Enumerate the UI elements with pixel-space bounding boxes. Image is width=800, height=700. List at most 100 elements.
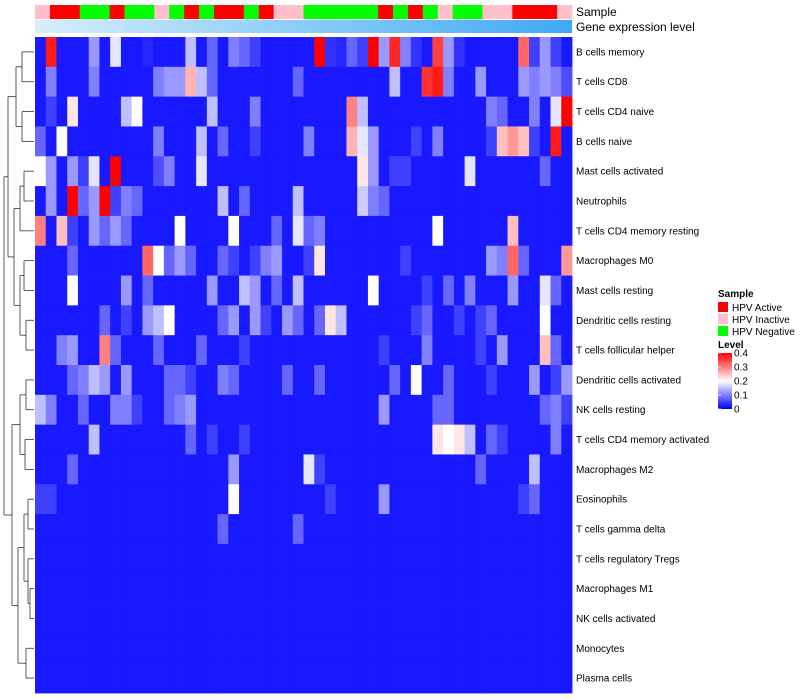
heatmap-cell <box>335 633 347 664</box>
heatmap-cell <box>389 365 401 396</box>
heatmap-cell <box>120 126 133 157</box>
heatmap-cell <box>550 66 562 98</box>
heatmap-cell <box>561 543 573 575</box>
heatmap-cell <box>539 424 551 455</box>
heatmap-cell <box>518 126 530 157</box>
heatmap-cell <box>550 96 562 127</box>
sample-annotation-cell <box>482 5 498 19</box>
heatmap-cell <box>99 365 111 396</box>
heatmap-cell <box>217 663 229 694</box>
heatmap-cell <box>35 66 47 98</box>
heatmap-cell <box>561 365 573 396</box>
heatmap-cell <box>271 365 283 396</box>
heatmap-cell <box>421 573 433 604</box>
heatmap-cell <box>529 126 541 157</box>
heatmap-cell <box>389 543 401 575</box>
heatmap-cell <box>163 215 176 247</box>
heatmap-cell <box>507 365 519 396</box>
heatmap-cell <box>335 424 347 455</box>
heatmap-cell <box>271 573 283 604</box>
heatmap-cell <box>357 37 369 68</box>
heatmap-cell <box>346 663 358 694</box>
heatmap-cell <box>131 215 143 247</box>
heatmap-cell <box>239 365 251 396</box>
heatmap-cell <box>77 514 90 545</box>
heatmap-cell <box>378 365 390 396</box>
heatmap-cell <box>131 186 143 217</box>
heatmap-cell <box>432 37 444 68</box>
heatmap-cell <box>67 186 79 217</box>
heatmap-cell <box>475 663 487 694</box>
heatmap-cell <box>518 394 530 426</box>
heatmap-cell <box>518 66 530 98</box>
heatmap-cell <box>410 186 423 217</box>
heatmap-cell <box>120 186 133 217</box>
heatmap-cell <box>314 573 326 604</box>
heatmap-cell <box>335 394 347 426</box>
heatmap-cell <box>367 454 380 485</box>
heatmap-cell <box>357 186 369 217</box>
heatmap-cell <box>260 365 272 396</box>
heatmap-cell <box>110 484 122 515</box>
heatmap-cell <box>153 275 165 306</box>
heatmap-cell <box>282 335 294 366</box>
heatmap-cell <box>99 424 111 455</box>
heatmap-cell <box>346 126 358 157</box>
sample-annotation-cell <box>512 5 528 19</box>
heatmap-cell <box>110 126 122 157</box>
heatmap-cell <box>271 245 283 276</box>
heatmap-cell <box>550 305 562 336</box>
heatmap-cell <box>163 96 176 127</box>
heatmap-cell <box>400 484 412 515</box>
row-dendrogram <box>3 51 34 679</box>
heatmap-cell <box>303 484 315 515</box>
sample-annotation-cell <box>333 5 349 19</box>
heatmap-cell <box>410 663 423 694</box>
heatmap-cell <box>228 66 240 98</box>
heatmap-cell <box>56 215 68 247</box>
heatmap-cell <box>550 365 562 396</box>
heatmap-cell <box>131 543 143 575</box>
heatmap-cell <box>206 573 218 604</box>
heatmap-cell <box>142 573 154 604</box>
heatmap-cell <box>496 484 508 515</box>
heatmap-cell <box>486 573 498 604</box>
row-label: T cells CD8 <box>576 77 628 88</box>
heatmap-cell <box>292 603 304 634</box>
heatmap-cell <box>324 156 337 187</box>
heatmap-cell <box>217 454 229 485</box>
heatmap-cell <box>303 37 315 68</box>
heatmap-cell <box>45 633 57 664</box>
heatmap-cell <box>153 245 165 276</box>
heatmap-cell <box>539 514 551 545</box>
heatmap-cell <box>120 275 133 306</box>
heatmap-cell <box>475 365 487 396</box>
heatmap-cell <box>239 215 251 247</box>
heatmap-cell <box>153 156 165 187</box>
heatmap-cell <box>206 365 218 396</box>
heatmap-cell <box>249 603 261 634</box>
heatmap-cell <box>314 424 326 455</box>
heatmap-cell <box>282 484 294 515</box>
heatmap-cell <box>475 454 487 485</box>
heatmap-cell <box>357 275 369 306</box>
heatmap-cell <box>239 573 251 604</box>
heatmap-cell <box>443 394 455 426</box>
heatmap-cell <box>367 126 380 157</box>
sample-annotation-cell <box>199 5 215 19</box>
heatmap-cell <box>389 484 401 515</box>
heatmap-cell <box>142 37 154 68</box>
heatmap-cell <box>88 66 100 98</box>
heatmap-cell <box>335 66 347 98</box>
heatmap-cell <box>410 66 423 98</box>
heatmap-cell <box>196 66 208 98</box>
heatmap-cell <box>486 365 498 396</box>
heatmap-cell <box>335 305 347 336</box>
heatmap-cell <box>389 245 401 276</box>
heatmap-cell <box>561 126 573 157</box>
heatmap-cell <box>303 245 315 276</box>
heatmap-cell <box>400 514 412 545</box>
heatmap-cell <box>561 156 573 187</box>
heatmap-cell <box>486 305 498 336</box>
heatmap-cell <box>228 305 240 336</box>
